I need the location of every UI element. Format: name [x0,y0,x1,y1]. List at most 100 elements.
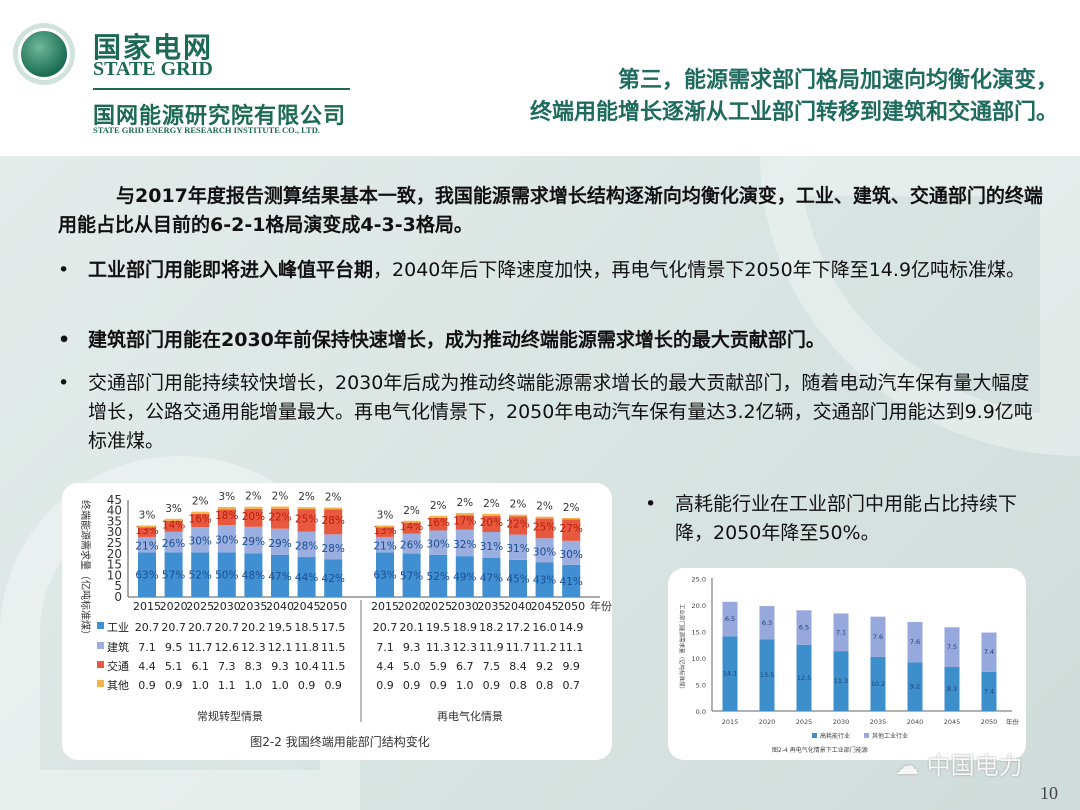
percent-label: 2% [325,492,342,504]
percent-label: 32% [453,539,476,551]
bar-segment-高耗能行业 [870,656,886,711]
x-tick-label: 2030 [451,600,479,613]
bar-segment-高耗能行业 [833,651,849,711]
x-axis-label: 年份 [590,599,612,613]
bar-segment-交通 [376,527,394,537]
percent-label: 57% [400,570,423,582]
x-tick-label: 2015 [722,718,739,726]
percent-label: 31% [480,541,503,553]
percent-label: 2% [456,497,473,509]
bar-segment-交通 [138,527,156,537]
legend-swatch-工业 [97,622,104,629]
percent-label: 16% [189,513,212,525]
bar-segment-建筑 [191,527,210,553]
percent-label: 57% [162,570,185,582]
table-value: 1.0 [191,679,209,692]
bar-segment-建筑 [244,526,263,554]
percent-label: 28% [295,540,318,552]
table-value: 6.1 [191,660,209,673]
legend-swatch [864,733,869,738]
bar-segment-高耗能行业 [907,662,923,711]
x-tick-label: 2050 [981,718,998,726]
bar-segment-建筑 [376,536,394,553]
table-value: 18.5 [294,621,319,634]
percent-label: 25% [295,513,318,525]
percent-label: 25% [533,521,556,533]
x-tick-label: 2020 [759,718,776,726]
logo-chinese: 国家电网 [93,31,214,64]
bar-segment-工业 [324,559,343,597]
x-tick-label: 2030 [833,718,850,726]
percent-label: 21% [373,541,396,553]
table-value: 18.2 [479,621,504,634]
table-value: 12.6 [215,641,240,654]
table-value: 7.1 [138,641,156,654]
table-value: 11.7 [188,641,213,654]
table-value: 17.2 [506,621,531,634]
data-label: 8.3 [947,685,957,693]
bullet-industry-bold: 工业部门用能即将进入峰值平台期 [88,259,374,281]
table-value: 6.7 [456,660,474,673]
bar-segment-建筑 [324,534,343,560]
x-tick-label: 2035 [477,600,505,613]
data-label: 9.2 [910,683,920,691]
data-label: 7.6 [910,638,920,646]
table-value: 9.5 [165,641,183,654]
percent-label: 47% [268,571,291,583]
table-value: 11.7 [506,641,531,654]
figure-2-4-card: 0.0 5.0 10.0 15.0 20.0 25.0 工业部门能源需求量（亿吨标准煤） 14… [668,568,1026,760]
figure-caption: 图2-4 再电气化情景下工业部门能源 [772,746,868,754]
scenario-label: 再电气化情景 [437,709,503,723]
bar-segment-其他 [535,516,554,519]
percent-label: 30% [215,535,238,547]
intro-paragraph: 与2017年度报告测算结果基本一致，我国能源需求增长结构逐渐向均衡化演变，工业、… [58,185,1043,236]
percent-label: 47% [480,572,503,584]
bar-segment-建筑 [562,540,581,565]
figure-2-2-card: 0 5 10 15 20 25 30 35 40 45 终端能源需求量（亿吨标准煤） 63% 21% 13… [62,483,612,760]
slide-header: 国家电网 STATE GRID 国网能源研究院有限公司 STATE GRID E… [0,0,1080,156]
table-value: 20.7 [373,621,398,634]
table-value: 12.3 [241,641,266,654]
percent-label: 2% [245,491,262,503]
table-value: 11.3 [426,641,451,654]
table-value: 0.9 [298,679,316,692]
bar-segment-建筑 [429,530,448,555]
table-value: 1.0 [245,679,263,692]
bar-segment-其他 [191,511,210,514]
bar-segment-工业 [535,562,554,597]
x-tick-label: 2050 [557,600,585,613]
table-value: 10.4 [294,660,319,673]
bar-segment-建筑 [535,538,554,563]
bar-segment-工业 [402,553,421,597]
percent-label: 3% [218,491,235,503]
percent-label: 29% [242,536,265,548]
bar-segment-交通 [535,518,554,539]
bar-segment-交通 [482,515,501,532]
y-tick-label: 20 [107,547,122,561]
y-tick-label: 5 [114,579,122,593]
table-value: 0.9 [138,679,156,692]
data-label: 13.5 [760,671,774,679]
table-value: 7.3 [218,660,236,673]
percent-label: 26% [162,538,185,550]
y-tick-label: 20.0 [692,602,706,610]
percent-label: 3% [377,510,394,522]
bar-segment-建筑 [297,531,316,558]
bar-segment-建筑 [455,529,474,557]
legend-swatch [812,733,817,738]
legend-swatch-建筑 [97,642,104,649]
watermark-text: 中国电力 [926,752,1023,780]
bar-segment-其他工业行业 [796,610,812,645]
bar-segment-建筑 [509,534,527,560]
bar-segment-其他工业行业 [833,613,849,652]
percent-label: 44% [295,572,318,584]
x-tick-label: 2025 [424,600,452,613]
bar-segment-交通 [217,509,236,526]
percent-label: 20% [480,517,503,529]
bar-segment-其他 [217,506,236,510]
table-value: 8.4 [509,660,527,673]
table-value: 7.5 [483,660,501,673]
y-tick-label: 35 [107,514,122,528]
bar-segment-交通 [509,516,527,535]
